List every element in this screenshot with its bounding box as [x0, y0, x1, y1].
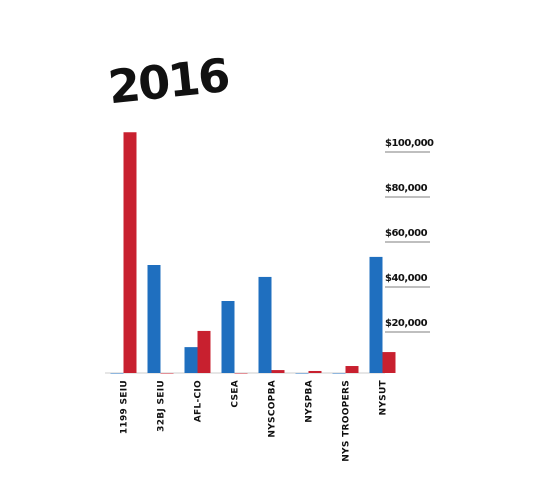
bar — [184, 347, 198, 373]
bar — [197, 330, 211, 373]
bar — [308, 370, 322, 373]
bar — [258, 276, 272, 373]
bar — [369, 256, 383, 373]
chart-title: 2016 — [106, 48, 231, 114]
bar — [345, 366, 359, 373]
y-tick-label: $40,000 — [385, 273, 428, 284]
bar — [123, 132, 137, 373]
x-tick-label: NYSPBA — [305, 380, 315, 423]
bar — [221, 301, 235, 373]
y-tick-label: $20,000 — [385, 318, 428, 329]
bar — [332, 373, 346, 374]
bar — [234, 373, 248, 374]
x-tick-label: 32BJ SEIU — [157, 380, 167, 432]
y-tick-label: $100,000 — [385, 138, 434, 149]
bar — [271, 370, 285, 373]
y-tick-label: $80,000 — [385, 183, 428, 194]
bar — [382, 352, 396, 373]
x-tick-label: NYS TROOPERS — [342, 380, 352, 462]
bar — [110, 373, 124, 374]
bar — [160, 373, 174, 374]
x-tick-label: CSEA — [231, 380, 241, 408]
x-tick-label: AFL-CIO — [194, 380, 204, 422]
x-tick-label: 1199 SEIU — [120, 380, 130, 434]
y-tick-label: $60,000 — [385, 228, 428, 239]
x-tick-label: NYSCOPBA — [268, 380, 278, 438]
x-tick-label: NYSUT — [379, 379, 389, 415]
bar — [147, 265, 161, 373]
bar — [295, 373, 309, 374]
